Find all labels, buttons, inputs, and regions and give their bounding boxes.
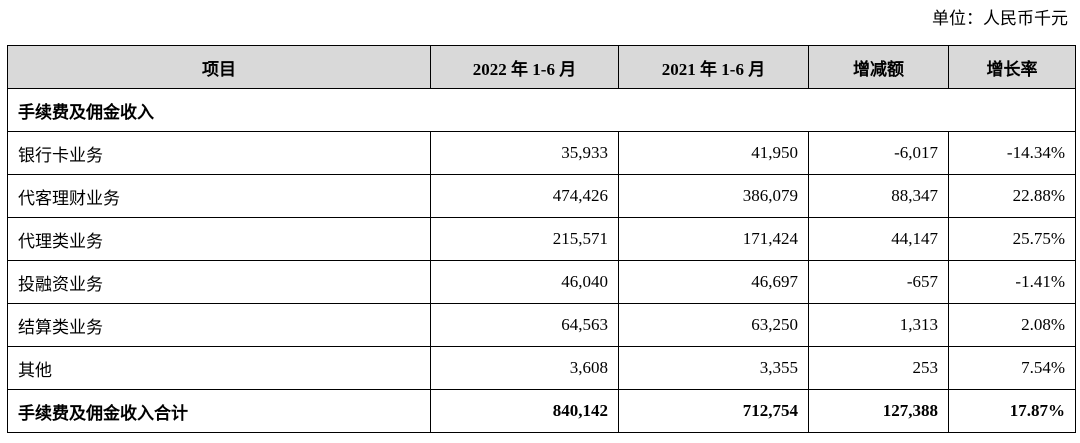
table-row: 代客理财业务 474,426 386,079 88,347 22.88% [7, 174, 1076, 218]
table-row: 代理类业务 215,571 171,424 44,147 25.75% [7, 217, 1076, 261]
value-cell: 88,347 [808, 174, 949, 218]
table-row: 结算类业务 64,563 63,250 1,313 2.08% [7, 303, 1076, 347]
row-label: 结算类业务 [7, 303, 431, 347]
value-cell: 386,079 [618, 174, 809, 218]
value-cell: 3,355 [618, 346, 809, 390]
value-cell: 2.08% [948, 303, 1076, 347]
value-cell: 17.87% [948, 389, 1076, 433]
value-cell: 46,697 [618, 260, 809, 304]
value-cell: 22.88% [948, 174, 1076, 218]
section-row: 手续费及佣金收入 [7, 88, 1076, 132]
value-cell: 840,142 [430, 389, 619, 433]
row-label: 代理类业务 [7, 217, 431, 261]
column-header: 项目 [7, 45, 431, 89]
value-cell: 46,040 [430, 260, 619, 304]
total-row: 手续费及佣金收入合计 840,142 712,754 127,388 17.87% [7, 389, 1076, 433]
value-cell: -657 [808, 260, 949, 304]
table-row: 其他 3,608 3,355 253 7.54% [7, 346, 1076, 390]
value-cell: 41,950 [618, 131, 809, 175]
value-cell: 215,571 [430, 217, 619, 261]
value-cell: 44,147 [808, 217, 949, 261]
value-cell: 64,563 [430, 303, 619, 347]
value-cell: -1.41% [948, 260, 1076, 304]
row-label: 银行卡业务 [7, 131, 431, 175]
value-cell: 3,608 [430, 346, 619, 390]
value-cell: 253 [808, 346, 949, 390]
row-label: 手续费及佣金收入合计 [7, 389, 431, 433]
value-cell: 474,426 [430, 174, 619, 218]
row-label: 其他 [7, 346, 431, 390]
value-cell: 127,388 [808, 389, 949, 433]
column-header: 2021 年 1-6 月 [618, 45, 809, 89]
table-row: 银行卡业务 35,933 41,950 -6,017 -14.34% [7, 131, 1076, 175]
column-header: 增长率 [948, 45, 1076, 89]
value-cell: 63,250 [618, 303, 809, 347]
value-cell: 25.75% [948, 217, 1076, 261]
header-row: 项目 2022 年 1-6 月 2021 年 1-6 月增减额 增长率 [7, 45, 1076, 89]
section-label: 手续费及佣金收入 [7, 88, 1076, 132]
value-cell: 712,754 [618, 389, 809, 433]
row-label: 代客理财业务 [7, 174, 431, 218]
unit-note: 单位：人民币千元 [932, 9, 1068, 28]
row-label: 投融资业务 [7, 260, 431, 304]
column-header: 增减额 [808, 45, 949, 89]
value-cell: 7.54% [948, 346, 1076, 390]
value-cell: -6,017 [808, 131, 949, 175]
value-cell: 35,933 [430, 131, 619, 175]
value-cell: 171,424 [618, 217, 809, 261]
value-cell: 1,313 [808, 303, 949, 347]
data-table: 项目 2022 年 1-6 月 2021 年 1-6 月增减额 增长率 手续费及佣金收… [7, 45, 1076, 433]
column-header: 2022 年 1-6 月 [430, 45, 619, 89]
table-body: 手续费及佣金收入 银行卡业务 35,933 41,950 -6,017 -14.34% 代客… [7, 88, 1076, 433]
table-row: 投融资业务 46,040 46,697 -657 -1.41% [7, 260, 1076, 304]
value-cell: -14.34% [948, 131, 1076, 175]
